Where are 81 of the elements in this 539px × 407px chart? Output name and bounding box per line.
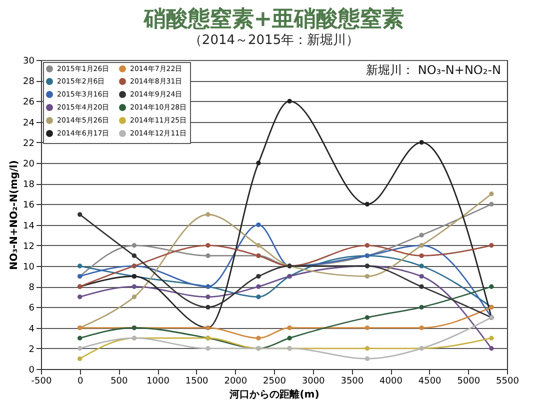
point [364, 325, 370, 330]
point [206, 253, 210, 258]
y-tick-label: 0 [28, 366, 35, 376]
point [489, 243, 494, 248]
chart-subtitle: （2014～2015年：新堀川） [188, 33, 360, 48]
point [256, 274, 261, 279]
point [489, 346, 494, 351]
point [489, 336, 494, 340]
x-tick-label: 4500 [418, 376, 442, 386]
y-tick-label: 16 [23, 200, 35, 211]
point [77, 346, 82, 351]
point [256, 336, 261, 340]
point [77, 336, 82, 340]
y-axis-title: NO₃-N+NO₂-N(mg/l) [9, 160, 20, 270]
y-tick-label: 18 [23, 180, 35, 190]
y-tick-label: 28 [23, 77, 35, 88]
point [256, 284, 261, 289]
y-tick-label: 10 [23, 262, 35, 272]
x-tick-label: 4000 [380, 376, 403, 386]
point [489, 192, 494, 196]
point [206, 346, 210, 351]
point [256, 222, 261, 228]
x-tick-label: 3500 [340, 376, 364, 386]
y-tick-label: 14 [23, 221, 35, 232]
x-tick-label: 3000 [302, 376, 326, 386]
point [364, 202, 370, 207]
point [419, 274, 424, 279]
x-tick-label: 5500 [496, 376, 520, 386]
x-tick-label: 2500 [263, 376, 286, 386]
point [256, 243, 261, 248]
x-tick-label: 1500 [185, 376, 209, 386]
point [77, 264, 82, 268]
y-tick-label: 24 [23, 118, 35, 128]
point [419, 232, 424, 238]
x-tick-label: 500 [110, 376, 128, 386]
point [489, 202, 494, 207]
point [364, 274, 370, 279]
x-tick-label: 2000 [224, 376, 248, 386]
chart-title: 硝酸態窒素+亜硝酸態窒素 [142, 6, 404, 32]
point [132, 253, 137, 258]
point [419, 253, 424, 258]
point [287, 325, 292, 330]
y-tick-label: 20 [23, 160, 35, 170]
x-tick-label: 1000 [146, 376, 170, 386]
y-tick-label: 6 [28, 304, 35, 314]
point [206, 304, 210, 310]
point [77, 356, 82, 362]
point [206, 294, 210, 300]
x-tick-label: 5000 [457, 376, 480, 386]
x-axis-title: 河口からの距離(m) [228, 388, 320, 400]
point [132, 284, 137, 289]
point [287, 336, 292, 340]
point [489, 284, 494, 289]
point [256, 160, 261, 166]
point [419, 304, 424, 310]
x-tick-label: 0 [77, 376, 84, 386]
point [419, 140, 424, 145]
x-tick-label: -500 [31, 376, 52, 386]
annotation: 新堀川： NO₃-N+NO₂-N [366, 63, 501, 77]
y-tick-label: 12 [23, 242, 34, 252]
point [206, 243, 210, 248]
y-tick-label: 22 [23, 138, 34, 149]
point [419, 284, 424, 289]
point [364, 356, 370, 362]
point [419, 264, 424, 268]
point [287, 98, 292, 104]
point [419, 325, 424, 330]
y-tick-label: 26 [23, 98, 35, 108]
y-tick-label: 4 [28, 324, 35, 334]
y-tick-label: 30 [23, 56, 35, 66]
point [206, 212, 210, 217]
y-tick-label: 2 [28, 344, 34, 355]
point [364, 315, 370, 320]
y-tick-label: 8 [28, 283, 35, 294]
point [132, 294, 137, 300]
point [256, 294, 261, 300]
point [364, 346, 370, 351]
point [364, 243, 370, 248]
point [77, 212, 82, 217]
point [77, 294, 82, 300]
point [132, 243, 137, 248]
